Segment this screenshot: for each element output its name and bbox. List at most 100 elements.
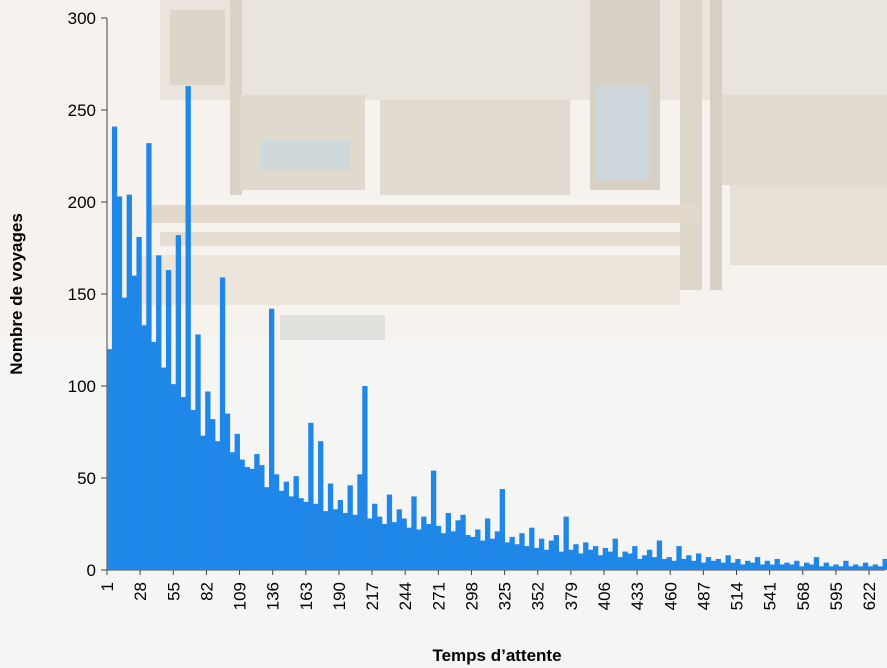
bar (465, 535, 471, 570)
bar (480, 540, 486, 570)
bar (391, 522, 398, 570)
y-tick-label: 300 (68, 9, 96, 28)
bar (107, 349, 113, 570)
x-tick-label: 244 (396, 582, 415, 610)
bar (661, 558, 667, 570)
bar (735, 558, 741, 570)
x-tick-label: 514 (728, 582, 747, 610)
bar (666, 557, 672, 570)
bar (239, 459, 245, 570)
bar (273, 474, 280, 570)
bar (475, 529, 481, 570)
bar (759, 564, 766, 570)
bar (460, 514, 466, 570)
bar (205, 391, 211, 570)
bar (185, 86, 191, 570)
bar (121, 297, 128, 570)
bar (278, 490, 285, 570)
bar (833, 564, 839, 570)
bar (494, 531, 501, 570)
y-tick-label: 0 (87, 561, 96, 580)
bar (229, 452, 236, 570)
bar (313, 503, 319, 570)
bar (288, 496, 294, 570)
x-tick-label: 622 (860, 582, 879, 610)
bar (416, 529, 422, 570)
bar (445, 512, 451, 570)
bar (818, 566, 825, 570)
x-tick-label: 379 (562, 582, 581, 610)
bar (386, 494, 393, 570)
bar (877, 566, 883, 570)
bar (357, 474, 363, 570)
bar (332, 509, 339, 570)
bar (499, 489, 505, 570)
bar (219, 277, 226, 570)
bar (396, 509, 402, 570)
bar (774, 558, 780, 570)
x-tick-label: 217 (363, 582, 382, 610)
bar (637, 558, 643, 570)
x-tick-label: 298 (462, 582, 481, 610)
y-tick-label: 100 (68, 377, 96, 396)
bar (808, 564, 815, 570)
x-tick-label: 190 (330, 582, 349, 610)
bar (632, 546, 638, 570)
axes: 0 50 100 150 200 250 300 1 28 55 82 109 136 163 190 217… (68, 9, 885, 610)
bar (617, 557, 623, 570)
bar (214, 441, 221, 570)
bar (867, 566, 874, 570)
bar (804, 562, 810, 570)
y-tick-label: 250 (68, 101, 96, 120)
x-tick-label: 595 (827, 582, 846, 610)
bar (843, 560, 849, 570)
bar (558, 551, 564, 570)
bar (259, 465, 265, 570)
bar (524, 546, 530, 570)
bar (450, 531, 456, 570)
bar (700, 562, 707, 570)
bar (175, 235, 182, 570)
bar (710, 560, 717, 570)
bar (455, 520, 461, 570)
bar (283, 481, 290, 570)
bar (514, 544, 520, 570)
x-tick-label: 487 (694, 582, 713, 610)
bar (691, 560, 697, 570)
bar (156, 255, 162, 571)
bar (676, 546, 682, 570)
bar (607, 551, 613, 570)
bar (882, 558, 887, 570)
bar (141, 325, 147, 570)
bar (602, 547, 609, 570)
bar (376, 516, 383, 570)
x-tick-label: 136 (264, 582, 283, 610)
bar (509, 536, 515, 570)
x-tick-label: 406 (595, 582, 614, 610)
bar (362, 386, 368, 570)
bar (725, 555, 731, 570)
bar (126, 194, 132, 570)
bar (435, 525, 442, 570)
y-axis-title: Nombre de voyages (7, 213, 26, 375)
x-axis-title: Temps d’attente (432, 646, 561, 665)
bar (838, 566, 844, 570)
bar (254, 454, 260, 570)
x-tick-label: 541 (761, 582, 780, 610)
bar (823, 562, 829, 570)
bar (627, 553, 633, 570)
bar (342, 512, 348, 570)
bar (705, 557, 712, 570)
bar (563, 516, 569, 570)
bar (426, 524, 432, 570)
bar (543, 549, 550, 570)
bar (715, 558, 721, 570)
x-tick-label: 55 (164, 582, 183, 601)
x-tick-label: 568 (794, 582, 813, 610)
bar (534, 547, 540, 570)
bar (848, 566, 854, 570)
bar (779, 564, 785, 570)
bar (210, 419, 216, 570)
bar (470, 536, 476, 570)
x-tick-label: 433 (628, 582, 647, 610)
